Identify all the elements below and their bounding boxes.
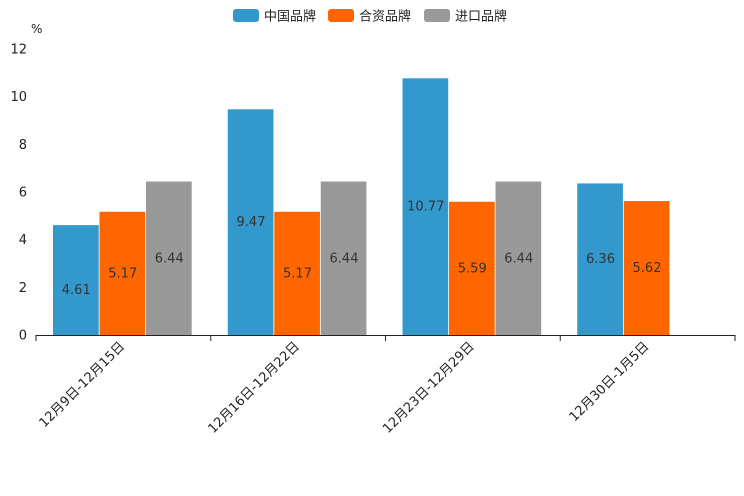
data-label: 6.44 (504, 251, 533, 266)
legend-swatch (328, 9, 354, 22)
legend-swatch (424, 9, 450, 22)
x-category-label: 12月16日-12月22日 (205, 339, 302, 436)
bar-2-3 (449, 201, 495, 335)
bars (53, 78, 670, 335)
data-label: 10.77 (407, 200, 444, 215)
x-category-label: 12月30日-1月5日 (567, 339, 653, 425)
bar-2-1 (99, 211, 146, 335)
data-label: 9.47 (237, 215, 266, 230)
y-tick-label: 0 (19, 329, 27, 344)
y-axis: 0 2 4 6 8 10 12 (10, 43, 27, 344)
y-tick-label: 6 (19, 186, 27, 201)
bar-1-3 (402, 78, 449, 335)
legend-label: 合资品牌 (359, 9, 411, 25)
bar-1-1 (53, 225, 99, 335)
y-tick-label: 8 (19, 138, 27, 153)
bar-1-2 (227, 109, 274, 335)
legend-label: 进口品牌 (455, 9, 507, 25)
data-label: 5.17 (108, 266, 137, 281)
legend-swatch (233, 9, 259, 22)
bar-3-3 (495, 181, 542, 335)
data-label: 4.61 (62, 283, 91, 298)
x-axis: 12月9日-12月15日 12月16日-12月22日 12月23日-12月29日 12… (35, 335, 736, 437)
legend: 中国品牌 合资品牌 进口品牌 (233, 9, 507, 25)
data-label: 6.36 (586, 252, 615, 267)
bar-1-4 (577, 183, 623, 335)
bar-2-2 (274, 211, 320, 335)
legend-label: 中国品牌 (264, 9, 316, 25)
data-label: 5.17 (283, 266, 312, 281)
data-label: 6.44 (155, 251, 184, 266)
bar-3-1 (146, 181, 192, 335)
data-label: 5.59 (458, 261, 487, 276)
x-category-label: 12月23日-12月29日 (380, 339, 477, 436)
y-tick-label: 2 (19, 281, 27, 296)
y-tick-label: 4 (19, 233, 27, 248)
bar-2-4 (623, 201, 670, 335)
data-label: 6.44 (330, 251, 359, 266)
y-tick-label: 12 (10, 43, 27, 58)
x-category-label: 12月9日-12月15日 (37, 339, 129, 431)
y-tick-label: 10 (10, 90, 27, 105)
y-axis-unit: % (31, 22, 42, 36)
data-label: 5.62 (633, 261, 662, 276)
bar-3-2 (320, 181, 367, 335)
data-labels: 4.61 9.47 10.77 6.36 5.17 5.17 5.59 5.62 6.44 6.4… (62, 200, 662, 298)
